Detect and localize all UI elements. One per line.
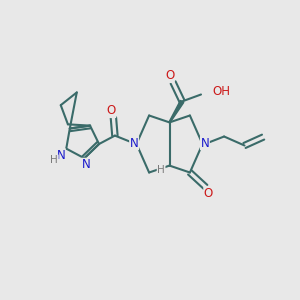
Text: H: H [50,155,58,165]
Text: O: O [106,104,116,118]
Text: O: O [165,69,174,82]
Text: N: N [200,136,209,150]
Text: N: N [81,158,90,171]
Polygon shape [169,100,184,123]
Text: OH: OH [212,85,230,98]
Text: H: H [157,165,165,175]
Text: O: O [204,187,213,200]
Text: N: N [130,136,139,150]
Text: N: N [56,149,65,162]
